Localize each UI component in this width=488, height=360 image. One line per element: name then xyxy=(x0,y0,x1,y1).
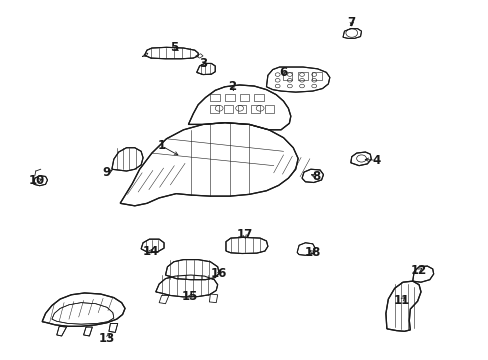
Polygon shape xyxy=(112,148,143,171)
Polygon shape xyxy=(196,63,215,75)
Text: 17: 17 xyxy=(236,228,252,241)
Text: 14: 14 xyxy=(142,244,159,257)
Text: 15: 15 xyxy=(182,290,198,303)
Polygon shape xyxy=(42,293,125,326)
Text: 16: 16 xyxy=(210,267,227,280)
Text: 11: 11 xyxy=(392,294,409,307)
Polygon shape xyxy=(412,266,433,282)
Text: 18: 18 xyxy=(304,246,320,259)
Text: 12: 12 xyxy=(410,264,427,277)
Polygon shape xyxy=(156,275,217,297)
Polygon shape xyxy=(141,239,163,252)
Polygon shape xyxy=(225,237,267,253)
Polygon shape xyxy=(302,169,323,183)
Polygon shape xyxy=(120,123,298,206)
Polygon shape xyxy=(144,47,198,59)
Text: 1: 1 xyxy=(157,139,165,152)
Text: 4: 4 xyxy=(371,154,380,167)
Text: 13: 13 xyxy=(99,332,115,345)
Polygon shape xyxy=(266,67,329,92)
Polygon shape xyxy=(165,260,219,280)
Text: 5: 5 xyxy=(169,41,178,54)
Text: 7: 7 xyxy=(347,16,355,29)
Text: 10: 10 xyxy=(29,174,45,187)
Polygon shape xyxy=(83,327,92,336)
Text: 2: 2 xyxy=(228,80,236,93)
Polygon shape xyxy=(57,326,66,336)
Polygon shape xyxy=(52,303,114,324)
Text: 3: 3 xyxy=(199,57,207,70)
Polygon shape xyxy=(109,323,118,332)
Text: 6: 6 xyxy=(279,66,287,79)
Polygon shape xyxy=(188,85,290,130)
Polygon shape xyxy=(342,29,361,39)
Polygon shape xyxy=(34,176,47,186)
Text: 9: 9 xyxy=(102,166,111,179)
Polygon shape xyxy=(350,152,370,166)
Polygon shape xyxy=(385,281,420,331)
Polygon shape xyxy=(297,243,315,255)
Text: 8: 8 xyxy=(312,170,320,183)
